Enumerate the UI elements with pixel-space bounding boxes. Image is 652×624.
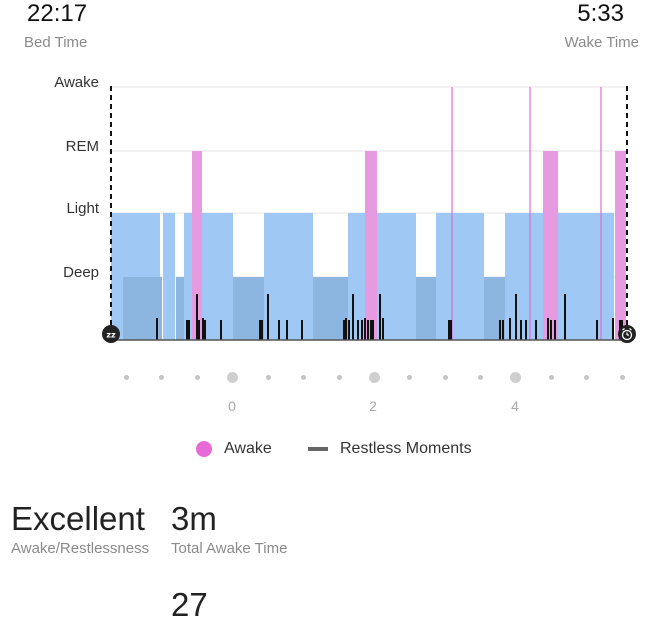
- hour-dot-minor: [194, 374, 200, 380]
- svg-text:zz: zz: [106, 331, 116, 340]
- light-sleep-segment: [505, 213, 614, 340]
- hour-dot-minor: [158, 374, 164, 380]
- alarm-clock-icon: [618, 325, 636, 343]
- light-sleep-segment: [436, 213, 484, 340]
- restless-legend-label: Restless Moments: [340, 440, 472, 457]
- y-label-deep: Deep: [63, 264, 99, 281]
- deep-sleep-segment: [416, 277, 436, 340]
- deep-sleep-segment: [313, 277, 348, 340]
- deep-sleep-segment: [176, 277, 184, 340]
- awake-segment: [192, 151, 202, 340]
- deep-sleep-segment: [233, 277, 264, 340]
- hour-dot-minor: [548, 374, 554, 380]
- restless-legend-swatch: [308, 447, 328, 451]
- quality-value: Excellent: [11, 500, 145, 537]
- light-sleep-segment: [264, 213, 313, 340]
- hour-dot-minor: [583, 374, 589, 380]
- bed-time-label: Bed Time: [24, 34, 88, 51]
- sleep-stages-chart: zz: [102, 86, 636, 343]
- time-axis-dots: [0, 367, 652, 387]
- hour-dot-minor: [406, 374, 412, 380]
- hour-dot-major: [226, 371, 238, 383]
- quality-label: Awake/Restlessness: [11, 540, 150, 557]
- awake-segment: [615, 151, 626, 340]
- awake-legend-label: Awake: [224, 440, 272, 457]
- x-tick-2: 2: [369, 398, 377, 414]
- light-sleep-segment: [184, 213, 233, 340]
- hour-dot-minor: [123, 374, 129, 380]
- deep-sleep-segment: [484, 277, 505, 340]
- wake-time-label: Wake Time: [564, 34, 639, 51]
- hour-dot-minor: [442, 374, 448, 380]
- hour-dot-minor: [619, 374, 625, 380]
- hour-dot-minor: [265, 374, 271, 380]
- legend-restless: Restless Moments: [308, 440, 472, 458]
- total-awake-time-value: 3m: [171, 500, 217, 537]
- hour-dot-major: [509, 371, 521, 383]
- hour-dot-major: [368, 371, 380, 383]
- hour-dot-minor: [336, 374, 342, 380]
- bed-time: 22:17: [27, 0, 88, 27]
- total-awake-time-label: Total Awake Time: [171, 540, 288, 557]
- sleep-zz-icon: zz: [102, 325, 120, 343]
- light-sleep-segment: [163, 213, 175, 340]
- y-label-awake: Awake: [54, 74, 99, 91]
- x-tick-4: 4: [511, 398, 519, 414]
- awake-segment: [365, 151, 377, 340]
- awake-segment: [543, 151, 558, 340]
- hour-dot-minor: [300, 374, 306, 380]
- hour-dot-minor: [477, 374, 483, 380]
- next-stat-value: 27: [171, 586, 208, 623]
- legend-awake: Awake: [196, 440, 272, 458]
- y-label-rem: REM: [65, 138, 99, 155]
- wake-time: 5:33: [577, 0, 624, 27]
- x-tick-0: 0: [228, 398, 236, 414]
- deep-sleep-segment: [123, 277, 162, 340]
- awake-legend-swatch: [196, 441, 212, 457]
- y-label-light: Light: [66, 200, 99, 217]
